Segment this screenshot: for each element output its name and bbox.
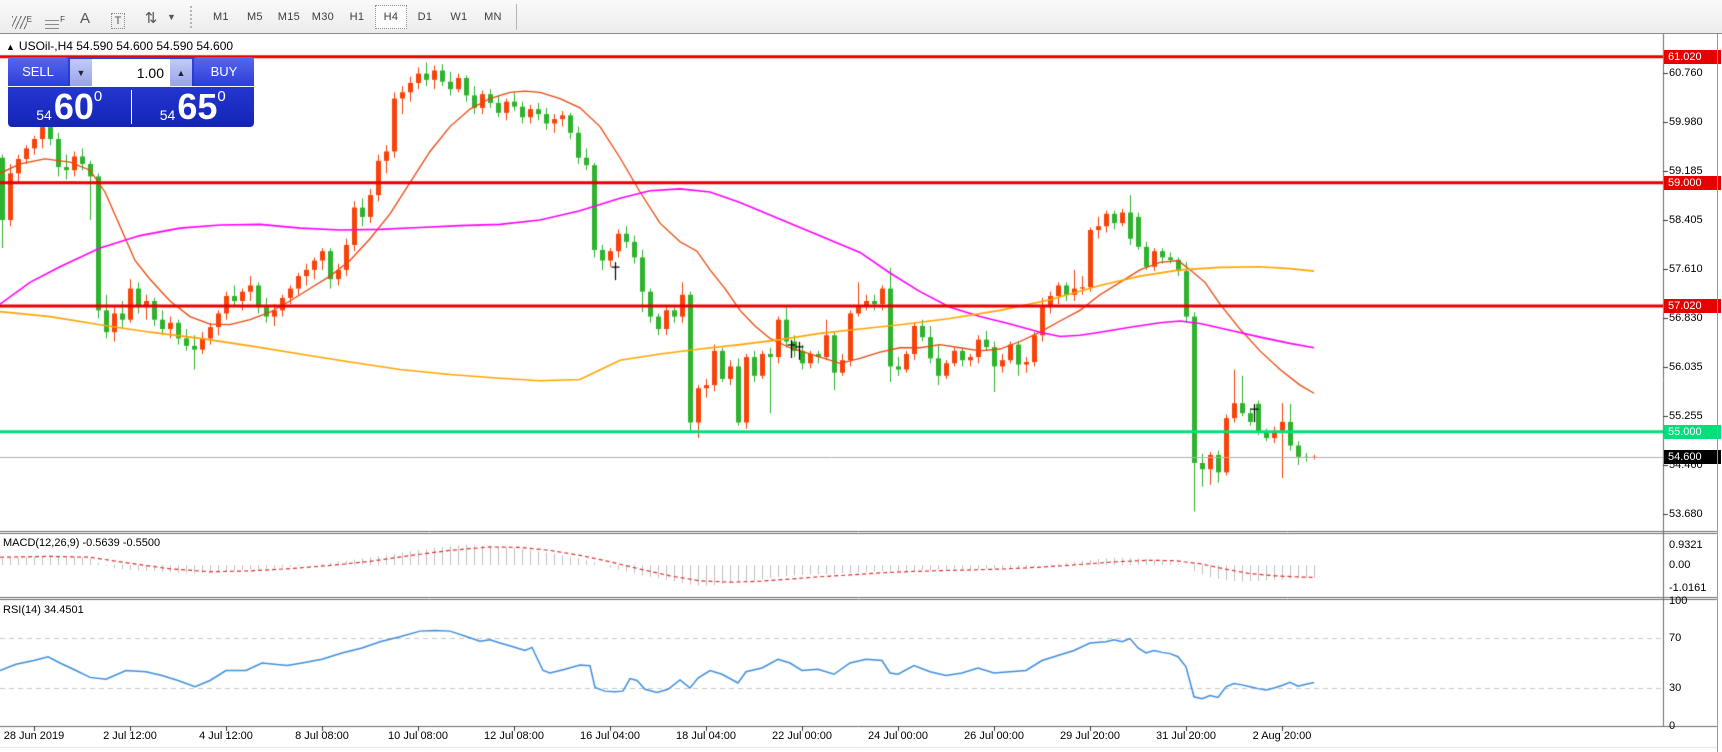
window-edge	[1717, 33, 1718, 752]
price-level-badge: 54.600	[1664, 449, 1721, 464]
price-level-badge: 61.020	[1664, 49, 1721, 64]
time-axis-label: 16 Jul 04:00	[580, 730, 640, 742]
macd-label: MACD(12,26,9) -0.5639 -0.5500	[3, 537, 161, 549]
toolbar: E F A T ⇅ ▼ M1 M5 M15 M30 H1 H4 D1 W1 MN	[0, 0, 1722, 34]
time-axis-label: 4 Jul 12:00	[199, 730, 253, 742]
text-icon[interactable]: A	[79, 9, 90, 27]
equidistant-channel-icon[interactable]: E	[5, 5, 33, 29]
price-axis-label: 53.680	[1669, 508, 1703, 521]
toolbar-separator	[515, 3, 517, 30]
one-click-trade-panel: SELL ▼ 1.00 ▲ BUY 54 60 0 54 65 0	[8, 57, 254, 127]
buy-button[interactable]: BUY	[194, 57, 254, 86]
time-axis-label: 28 Jun 2019	[3, 730, 65, 742]
time-axis-label: 31 Jul 20:00	[1156, 730, 1216, 742]
buy-price[interactable]: 54 65 0	[159, 86, 226, 127]
rsi-axis-label: 70	[1669, 632, 1682, 644]
price-axis-label: 56.035	[1669, 361, 1703, 374]
symbol-arrow-icon: ▲	[6, 42, 15, 52]
rsi-axis-label: 0	[1669, 719, 1676, 732]
price-axis-label: 57.610	[1669, 263, 1703, 276]
rsi-axis-label: 30	[1669, 682, 1682, 694]
price-axis-label: 58.405	[1669, 213, 1703, 226]
tab-timeframe-m1[interactable]: M1	[212, 10, 229, 23]
tab-timeframe-w1[interactable]: W1	[450, 10, 468, 23]
price-axis-label: 56.830	[1669, 311, 1703, 324]
tab-timeframe-h1[interactable]: H1	[349, 10, 365, 23]
sell-price[interactable]: 54 60 0	[36, 86, 103, 127]
volume-input[interactable]: 1.00	[92, 59, 170, 86]
price-axis-label: 60.760	[1669, 67, 1703, 79]
tab-timeframe-m30[interactable]: M30	[311, 10, 335, 23]
time-axis-label: 26 Jul 00:00	[964, 730, 1024, 742]
time-axis-label: 2 Jul 12:00	[103, 730, 157, 742]
rsi-label: RSI(14) 34.4501	[3, 604, 84, 616]
price-level-badge: 59.000	[1664, 175, 1721, 190]
price-axis-label: 55.255	[1669, 409, 1703, 422]
toolbar-drag-handle[interactable]	[189, 5, 196, 28]
arrows-dropdown-icon[interactable]: ▼	[167, 11, 176, 22]
text-label-icon[interactable]: T	[104, 5, 132, 29]
volume-decrease-button[interactable]: ▼	[70, 59, 92, 86]
tab-timeframe-h4[interactable]: H4	[374, 4, 407, 29]
volume-increase-button[interactable]: ▲	[170, 59, 192, 86]
time-axis-label: 22 Jul 00:00	[772, 730, 832, 742]
macd-axis-label: 0.00	[1669, 559, 1691, 571]
time-axis-label: 2 Aug 20:00	[1252, 730, 1312, 742]
tab-timeframe-mn[interactable]: MN	[484, 10, 502, 23]
time-axis-label: 24 Jul 00:00	[868, 730, 928, 742]
time-axis-label: 12 Jul 08:00	[484, 730, 544, 742]
price-axis-label: 59.185	[1669, 165, 1703, 178]
tab-timeframe-d1[interactable]: D1	[417, 10, 433, 23]
time-axis-label: 29 Jul 20:00	[1060, 730, 1120, 742]
fibonacci-icon[interactable]: F	[38, 5, 66, 29]
rsi-axis-label: 100	[1669, 594, 1688, 607]
chart-title: ▲ USOil-,H4 54.590 54.600 54.590 54.600	[6, 39, 234, 53]
tab-timeframe-m5[interactable]: M5	[246, 10, 263, 23]
tab-timeframe-m15[interactable]: M15	[277, 10, 301, 23]
time-axis-label: 18 Jul 04:00	[676, 730, 736, 742]
price-level-badge: 55.000	[1664, 424, 1721, 439]
arrows-icon[interactable]: ⇅	[144, 9, 158, 27]
macd-axis-label: 0.9321	[1669, 538, 1703, 551]
time-axis-label: 8 Jul 08:00	[295, 730, 349, 742]
sell-button[interactable]: SELL	[8, 57, 68, 86]
macd-axis-label: -1.0161	[1669, 581, 1707, 594]
price-level-badge: 57.020	[1664, 299, 1721, 313]
price-axis-label: 59.980	[1669, 115, 1703, 128]
time-axis-label: 10 Jul 08:00	[388, 730, 448, 742]
